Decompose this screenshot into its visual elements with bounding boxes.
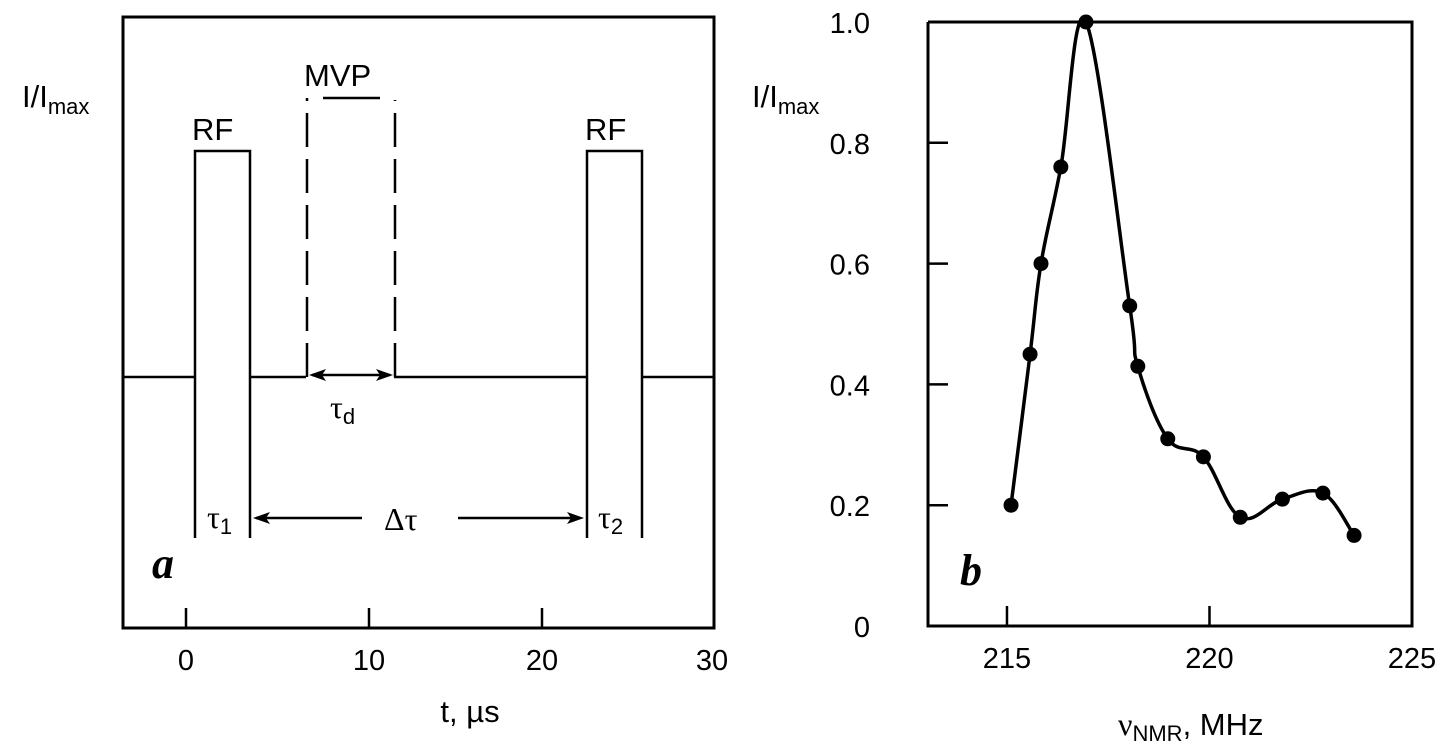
panel-b-ytick-label: 1.0: [830, 8, 870, 40]
panel-b-yticks: 0 0.2 0.4 0.6 0.8 1.0: [830, 8, 948, 644]
panel-b-frame: [926, 20, 1414, 628]
panel-b-xtick-label: 215: [983, 643, 1031, 675]
data-point: [1033, 256, 1049, 272]
rf-pulse-2: RF: [585, 112, 644, 538]
data-point: [1274, 491, 1290, 507]
panel-a-xticks: 0 10 20 30: [178, 608, 728, 677]
data-point: [1022, 346, 1038, 362]
data-point: [1053, 159, 1069, 175]
tau-2-label: τ2: [598, 499, 623, 539]
rf-label-2: RF: [585, 112, 626, 147]
data-point: [1130, 358, 1146, 374]
panel-a-ylabel: I/Imax: [22, 79, 89, 119]
data-point: [1195, 449, 1211, 465]
data-point: [1003, 497, 1019, 513]
data-points: [1003, 14, 1362, 543]
panel-a-xlabel: t, µs: [440, 694, 499, 729]
panel-b-xlabel: νNMR, MHz: [1118, 706, 1264, 743]
delta-tau-arrow: Δτ: [253, 501, 584, 537]
panel-b-ytick-label: 0.8: [830, 129, 870, 161]
panel-b-label: b: [960, 546, 982, 595]
delta-tau-label: Δτ: [384, 501, 418, 537]
panel-b-ytick-label: 0.2: [830, 491, 870, 523]
tau-d-label: τd: [330, 389, 355, 429]
panel-b-ytick-label: 0.6: [830, 250, 870, 282]
rf-label-1: RF: [192, 112, 233, 147]
tau-d-arrow: τd: [309, 369, 393, 429]
panel-b-xticks: 215 220 225: [983, 606, 1436, 675]
data-curve: [1009, 17, 1356, 537]
data-point: [1232, 509, 1248, 525]
panel-a-label: a: [152, 539, 174, 588]
data-point: [1315, 485, 1331, 501]
rf-pulse-1: RF: [192, 112, 252, 538]
tau-1-label: τ1: [207, 499, 232, 539]
mvp-label: MVP: [304, 58, 371, 93]
panel-a-xtick-10: 10: [353, 645, 385, 677]
panel-b-ytick-label: 0: [854, 612, 870, 644]
panel-a-frame: [121, 15, 716, 630]
panel-b-xtick-label: 225: [1388, 643, 1436, 675]
panel-a-xtick-20: 20: [526, 645, 558, 677]
panel-a-pulse-diagram: I/Imax RF MVP τd: [22, 15, 728, 729]
panel-b-ylabel: I/Imax: [752, 79, 819, 119]
mvp-pulse: MVP: [304, 58, 397, 377]
panel-b-xtick-label: 220: [1185, 643, 1233, 675]
panel-b-spectrum: I/Imax 0 0.2 0.4 0.6 0.8 1.0 215 220 225 b νNMR…: [752, 8, 1436, 743]
data-point: [1160, 431, 1176, 447]
panel-b-ytick-label: 0.4: [830, 370, 870, 402]
panel-a-xtick-0: 0: [178, 645, 194, 677]
data-point: [1346, 527, 1362, 543]
panel-a-xtick-30: 30: [696, 645, 728, 677]
data-point: [1078, 14, 1094, 30]
data-point: [1122, 298, 1138, 314]
